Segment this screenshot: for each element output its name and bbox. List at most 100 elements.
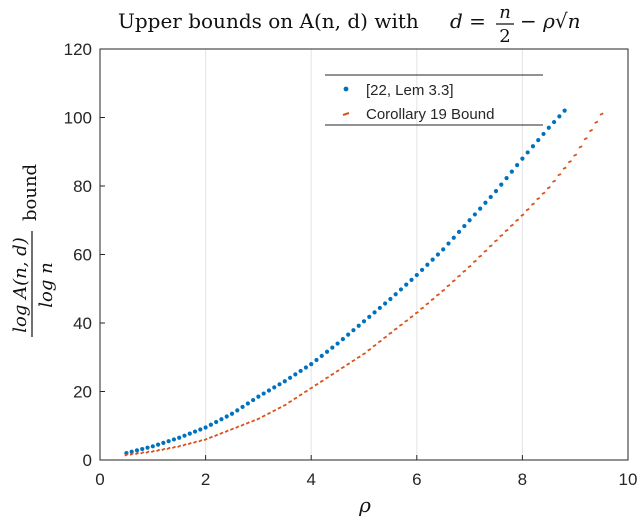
data-point: [451, 235, 456, 240]
data-point: [551, 119, 557, 125]
data-point: [214, 433, 219, 437]
data-point: [272, 409, 277, 413]
data-point: [319, 379, 324, 383]
data-point: [457, 274, 462, 278]
data-point: [525, 208, 530, 212]
data-point: [282, 403, 287, 407]
data-point: [589, 128, 594, 133]
data-point: [240, 423, 245, 427]
data-point: [456, 229, 462, 234]
data-point: [441, 288, 446, 293]
data-point: [383, 301, 388, 306]
data-point: [303, 365, 309, 370]
data-point: [599, 112, 604, 116]
data-point: [171, 445, 176, 449]
data-point: [251, 397, 256, 403]
data-point: [478, 254, 483, 258]
legend-marker-series-1: [343, 86, 349, 92]
data-point: [187, 431, 192, 436]
data-point: [509, 223, 514, 227]
title-fraction-numerator: n: [499, 2, 511, 23]
data-point: [245, 421, 250, 425]
data-point: [488, 194, 493, 200]
data-point: [166, 446, 171, 450]
data-point: [298, 393, 303, 397]
data-point: [288, 400, 293, 404]
x-tick-label: 2: [201, 470, 210, 489]
data-point: [367, 348, 372, 352]
ylabel-suffix: bound: [20, 164, 41, 221]
data-point: [229, 427, 235, 431]
data-point: [478, 206, 483, 211]
data-point: [372, 344, 377, 348]
data-point: [493, 239, 499, 243]
data-point: [303, 389, 308, 394]
data-point: [324, 349, 330, 354]
data-point: [430, 257, 435, 262]
series-2: [124, 112, 604, 457]
data-point: [155, 442, 161, 447]
data-point: [351, 359, 356, 363]
data-point: [536, 197, 541, 201]
data-point: [472, 212, 477, 217]
legend-label-series-2: Corollary 19 Bound: [366, 106, 494, 123]
title-lhs: d =: [450, 9, 486, 33]
data-point: [420, 306, 425, 310]
legend: [22, Lem 3.3] Corollary 19 Bound: [325, 74, 543, 126]
chart-title: Upper bounds on A(n, d) with d = n 2 − ρ…: [118, 2, 581, 47]
data-point: [166, 439, 171, 444]
data-point: [261, 391, 266, 396]
data-point: [287, 375, 293, 380]
data-point: [557, 173, 562, 177]
series-1: [124, 108, 567, 456]
data-point: [515, 163, 520, 168]
data-point: [441, 247, 446, 252]
data-point: [499, 182, 504, 187]
data-point: [187, 441, 192, 446]
y-tick-label: 100: [64, 109, 92, 128]
data-point: [356, 323, 361, 328]
data-point: [367, 314, 372, 319]
data-point: [462, 269, 467, 273]
data-point: [214, 419, 219, 425]
data-point: [377, 305, 382, 311]
data-point: [145, 445, 150, 450]
data-point: [235, 408, 240, 413]
data-point: [552, 179, 557, 183]
data-point: [578, 145, 583, 149]
data-point: [314, 383, 319, 387]
y-tick-label: 20: [73, 383, 92, 402]
data-point: [520, 213, 525, 217]
x-tick-label: 8: [518, 470, 527, 489]
data-point: [198, 427, 203, 432]
data-point: [435, 293, 440, 297]
data-point: [198, 439, 203, 443]
data-point: [319, 353, 324, 358]
plot-frame: [99, 48, 629, 461]
data-point: [462, 223, 467, 229]
data-point: [309, 386, 314, 390]
data-point: [573, 153, 578, 157]
data-point: [393, 327, 398, 331]
data-point: [156, 448, 161, 453]
data-point: [388, 296, 393, 302]
data-point: [541, 131, 546, 137]
grid: [205, 49, 523, 460]
y-tick-label: 80: [73, 177, 92, 196]
data-point: [229, 411, 235, 416]
data-point: [161, 447, 166, 451]
legend-marker-series-2: [342, 112, 350, 116]
data-point: [134, 448, 140, 453]
ylabel-denominator: log n: [36, 262, 57, 307]
data-point: [203, 437, 208, 442]
data-point: [483, 249, 488, 253]
data-point: [409, 315, 414, 319]
title-main: Upper bounds on A(n, d) with: [118, 9, 419, 33]
data-point: [388, 331, 393, 335]
data-point: [562, 108, 567, 113]
x-axis-label: ρ: [358, 493, 371, 517]
data-point: [140, 451, 145, 455]
data-point: [361, 352, 367, 356]
data-point: [346, 362, 351, 366]
x-tick-label: 6: [412, 470, 421, 489]
